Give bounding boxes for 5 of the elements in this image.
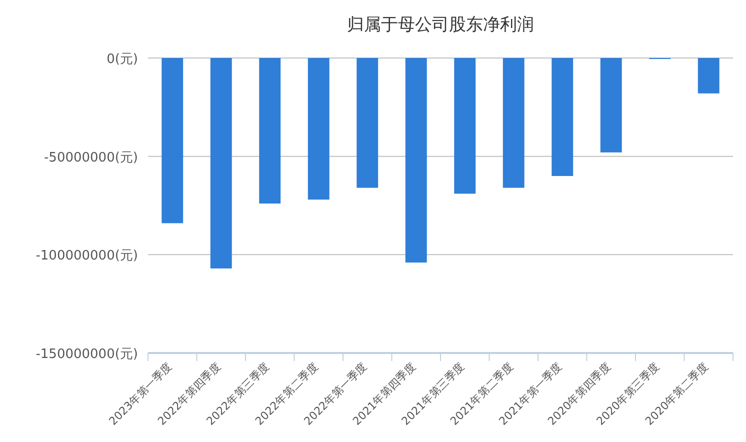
y-tick-label: -50000000(元): [44, 150, 138, 166]
y-tick-label: -100000000(元): [36, 248, 138, 264]
chart-title: 归属于母公司股东净利润: [347, 15, 534, 35]
y-tick-label: 0(元): [106, 52, 138, 67]
y-tick-label: -150000000(元): [36, 347, 138, 362]
